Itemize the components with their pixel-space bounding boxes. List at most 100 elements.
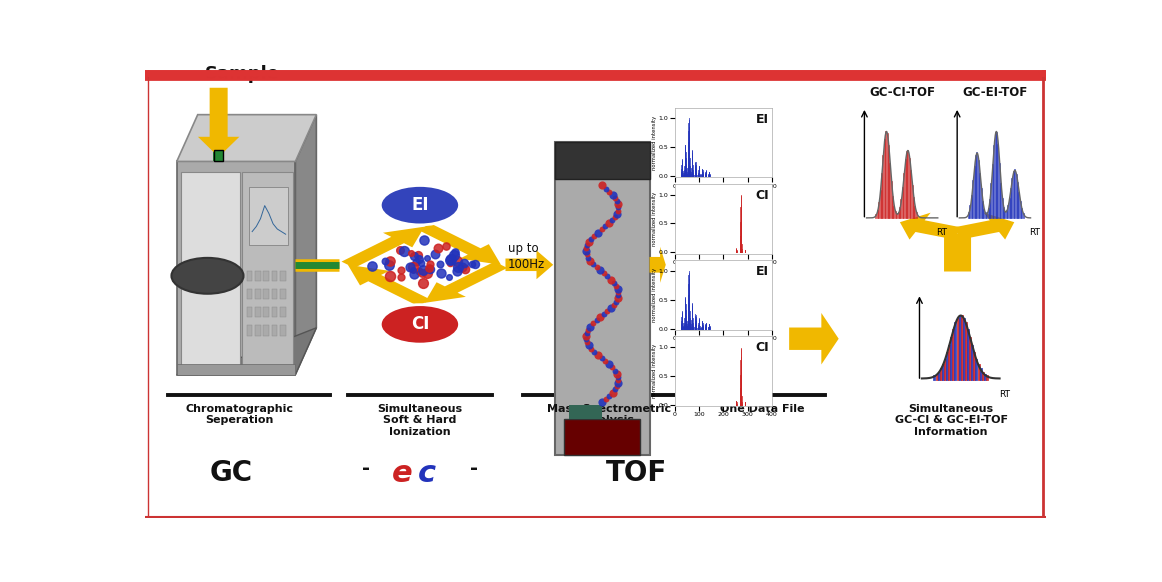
Circle shape	[172, 258, 244, 294]
Point	[462, 260, 481, 269]
Polygon shape	[899, 212, 962, 240]
Point	[590, 265, 609, 275]
Point	[608, 209, 626, 218]
Point	[414, 279, 432, 288]
Point	[604, 278, 623, 288]
Text: -: -	[469, 459, 478, 478]
FancyBboxPatch shape	[555, 141, 650, 455]
Point	[584, 319, 603, 328]
Text: up to
100Hz: up to 100Hz	[508, 242, 545, 271]
Text: GC: GC	[209, 459, 252, 487]
Point	[404, 252, 423, 261]
Point	[411, 258, 430, 268]
Polygon shape	[177, 328, 316, 375]
Polygon shape	[177, 161, 295, 375]
Point	[432, 269, 451, 278]
FancyBboxPatch shape	[264, 271, 268, 281]
Point	[608, 197, 626, 206]
Polygon shape	[342, 227, 424, 268]
Point	[425, 249, 444, 258]
Text: One Data File: One Data File	[720, 404, 804, 414]
Point	[587, 315, 605, 325]
FancyBboxPatch shape	[254, 307, 260, 317]
Point	[589, 228, 608, 237]
Point	[409, 254, 428, 264]
Point	[609, 290, 627, 300]
Point	[604, 300, 623, 309]
Point	[603, 190, 622, 200]
Polygon shape	[505, 250, 553, 279]
Point	[578, 328, 596, 338]
Point	[418, 269, 437, 278]
Point	[582, 344, 601, 353]
FancyBboxPatch shape	[246, 271, 252, 281]
Point	[419, 263, 438, 272]
Point	[376, 256, 395, 265]
Point	[403, 263, 422, 272]
Point	[608, 285, 626, 294]
Polygon shape	[650, 247, 666, 283]
Point	[596, 356, 615, 366]
Point	[605, 212, 624, 222]
Point	[576, 331, 595, 340]
FancyBboxPatch shape	[565, 419, 640, 455]
FancyBboxPatch shape	[272, 271, 278, 281]
Point	[608, 294, 626, 303]
Point	[413, 269, 431, 278]
Point	[609, 372, 627, 381]
FancyBboxPatch shape	[246, 289, 252, 299]
Text: Sample: Sample	[206, 65, 280, 83]
Point	[579, 253, 597, 262]
Point	[602, 275, 621, 284]
Polygon shape	[177, 115, 316, 161]
Point	[607, 281, 625, 290]
FancyBboxPatch shape	[272, 325, 278, 336]
Polygon shape	[177, 364, 295, 375]
Point	[380, 272, 399, 281]
Point	[421, 265, 439, 274]
Point	[456, 264, 474, 274]
Point	[603, 388, 622, 397]
FancyBboxPatch shape	[254, 271, 260, 281]
Text: CI: CI	[410, 315, 429, 333]
Point	[576, 247, 595, 256]
Polygon shape	[347, 265, 431, 306]
Point	[578, 338, 596, 347]
Point	[581, 256, 600, 265]
Circle shape	[380, 304, 459, 344]
FancyBboxPatch shape	[264, 307, 268, 317]
FancyBboxPatch shape	[272, 307, 278, 317]
Point	[449, 257, 467, 266]
Point	[466, 260, 485, 269]
Polygon shape	[424, 262, 508, 303]
Point	[603, 215, 622, 225]
Point	[590, 313, 609, 322]
Point	[593, 353, 611, 363]
Polygon shape	[243, 172, 293, 370]
FancyBboxPatch shape	[280, 325, 286, 336]
Point	[403, 265, 422, 274]
Point	[363, 262, 381, 271]
Point	[445, 251, 464, 260]
Point	[440, 258, 459, 267]
Point	[608, 382, 626, 391]
Text: c: c	[418, 459, 436, 488]
FancyBboxPatch shape	[280, 271, 286, 281]
Point	[578, 243, 596, 253]
Polygon shape	[953, 212, 1014, 240]
Point	[609, 200, 627, 209]
Point	[578, 335, 596, 344]
Point	[608, 369, 626, 378]
Point	[609, 378, 627, 388]
Point	[580, 341, 598, 350]
Point	[605, 366, 624, 375]
Polygon shape	[198, 88, 239, 157]
Point	[409, 266, 428, 275]
FancyBboxPatch shape	[214, 150, 223, 161]
FancyBboxPatch shape	[246, 307, 252, 317]
Point	[596, 222, 615, 231]
Point	[581, 322, 600, 331]
FancyBboxPatch shape	[272, 289, 278, 299]
Polygon shape	[250, 187, 288, 244]
FancyBboxPatch shape	[555, 141, 650, 179]
